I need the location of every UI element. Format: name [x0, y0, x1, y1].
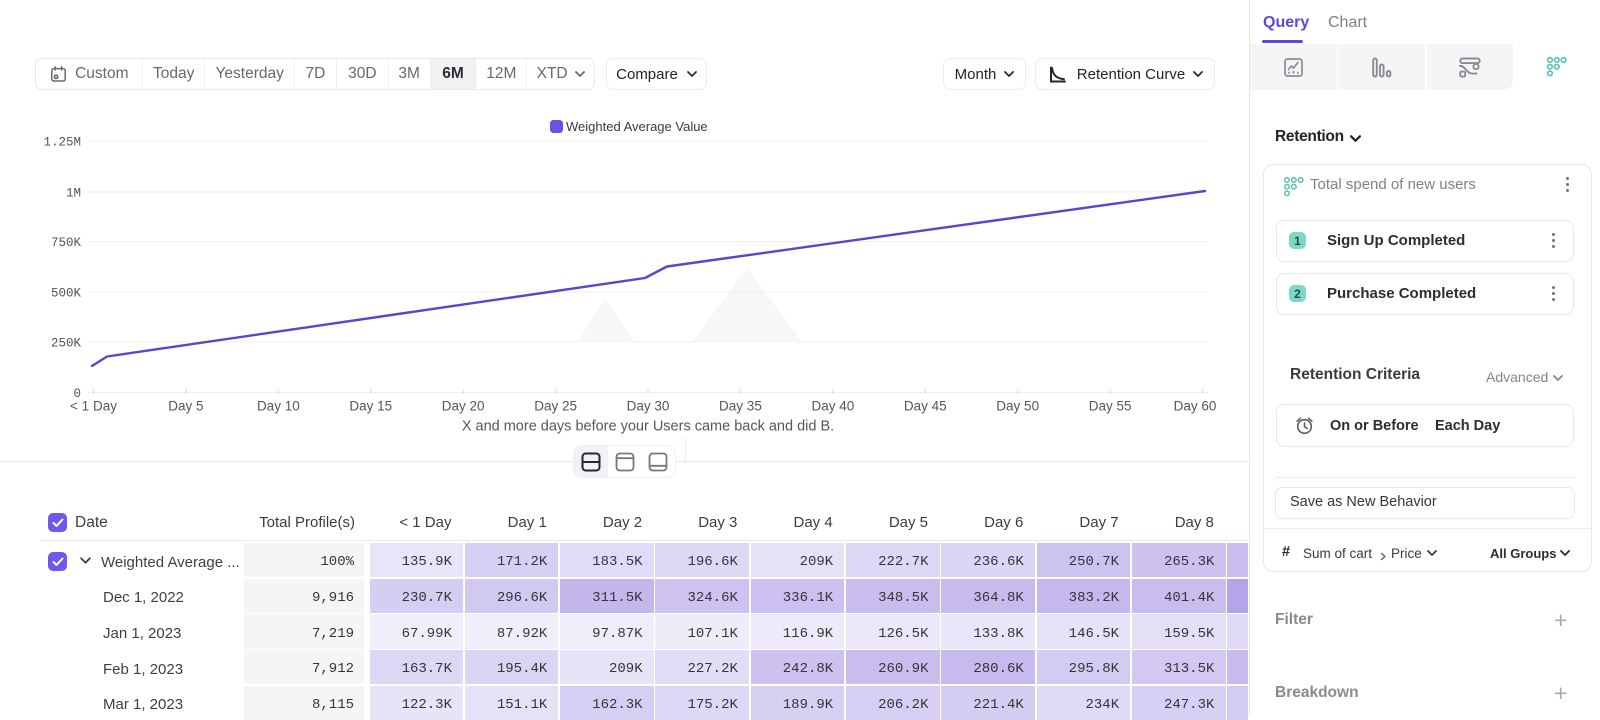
svg-text:Day 50: Day 50 — [996, 399, 1039, 414]
svg-text:Day 35: Day 35 — [719, 399, 762, 414]
svg-text:< 1 Day: < 1 Day — [70, 399, 117, 414]
svg-text:Day 15: Day 15 — [349, 399, 392, 414]
svg-text:Day 20: Day 20 — [442, 399, 485, 414]
svg-text:Day 5: Day 5 — [168, 399, 203, 414]
svg-text:1.25M: 1.25M — [43, 136, 81, 150]
svg-text:1M: 1M — [66, 187, 81, 201]
svg-text:Day 30: Day 30 — [627, 399, 670, 414]
svg-text:250K: 250K — [51, 337, 82, 351]
svg-text:Day 55: Day 55 — [1089, 399, 1132, 414]
svg-text:Day 25: Day 25 — [534, 399, 577, 414]
svg-text:Day 60: Day 60 — [1174, 399, 1217, 414]
svg-text:750K: 750K — [51, 236, 82, 250]
svg-text:Day 40: Day 40 — [811, 399, 854, 414]
svg-text:500K: 500K — [51, 287, 82, 301]
svg-text:0: 0 — [73, 387, 81, 401]
svg-text:Day 10: Day 10 — [257, 399, 300, 414]
svg-text:X and more days before your Us: X and more days before your Users came b… — [462, 419, 834, 435]
svg-text:Day 45: Day 45 — [904, 399, 947, 414]
